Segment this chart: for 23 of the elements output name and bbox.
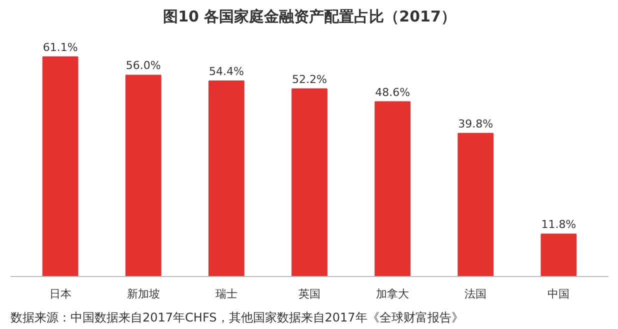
data-label: 56.0% bbox=[126, 59, 161, 72]
data-label: 48.6% bbox=[375, 86, 410, 99]
x-tick-label: 法国 bbox=[464, 288, 487, 300]
chart-title: 图10 各国家庭金融资产配置占比（2017） bbox=[163, 8, 456, 26]
bar bbox=[42, 56, 78, 276]
x-tick-label: 新加坡 bbox=[126, 288, 160, 300]
x-tick-label: 中国 bbox=[548, 288, 570, 300]
bar bbox=[540, 234, 577, 276]
bar bbox=[125, 74, 162, 276]
data-label: 11.8% bbox=[541, 218, 576, 232]
x-tick-label: 瑞士 bbox=[215, 288, 238, 300]
x-tick-label: 加拿大 bbox=[376, 288, 410, 300]
bar bbox=[458, 132, 494, 276]
source-note: 数据来源：中国数据来自2017年CHFS，其他国家数据来自2017年《全球财富报告》 bbox=[10, 310, 464, 324]
x-tick-label: 日本 bbox=[49, 288, 72, 300]
data-label: 52.2% bbox=[292, 72, 327, 86]
data-label: 39.8% bbox=[458, 117, 494, 130]
x-tick-label: 英国 bbox=[298, 288, 320, 300]
bar bbox=[208, 80, 244, 276]
data-label: 61.1% bbox=[42, 40, 78, 54]
bar bbox=[292, 88, 328, 276]
data-label: 54.4% bbox=[208, 64, 244, 78]
bar bbox=[374, 101, 410, 276]
